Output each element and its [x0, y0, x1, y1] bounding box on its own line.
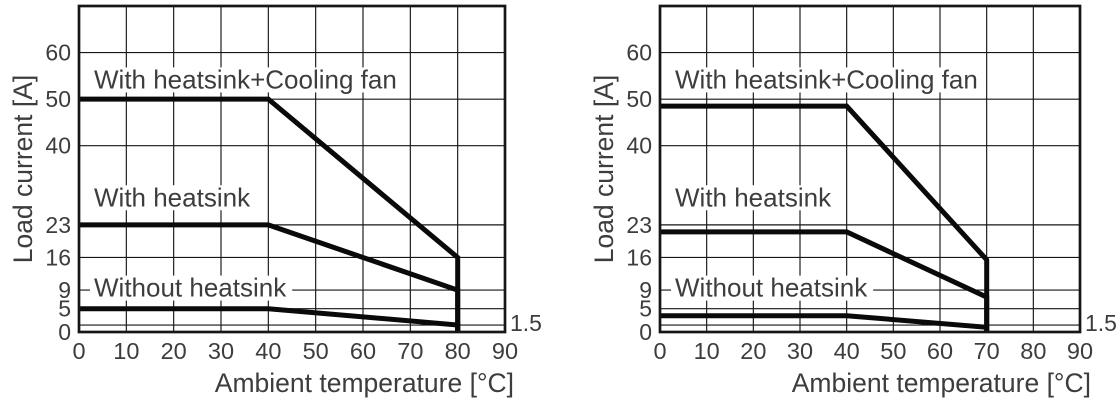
- x-tick-label: 60: [927, 338, 953, 364]
- x-tick-label: 80: [1020, 338, 1046, 364]
- plot-frame: [658, 4, 1082, 334]
- chart-canvas-right: With heatsink+Cooling fan With heatsink Wi…: [589, 4, 1117, 398]
- series-label-bg: [671, 275, 874, 301]
- chart-canvas-left: With heatsink+Cooling fan With heatsink Wi…: [8, 4, 542, 398]
- series-label: Without heatsink: [94, 273, 287, 303]
- derating-curve: [660, 229, 990, 332]
- right-axis-annotation: 1.5: [510, 310, 542, 336]
- x-tick-label: 0: [72, 338, 85, 364]
- x-tick-label: 40: [255, 338, 281, 364]
- y-tick-label: 16: [45, 244, 71, 270]
- series-label-bg: [671, 185, 838, 211]
- y-tick-label: 50: [626, 86, 652, 112]
- y-tick-label: 16: [626, 244, 652, 270]
- derating-chart-right: With heatsink+Cooling fan With heatsink Wi…: [559, 0, 1118, 405]
- y-tick-label: 5: [639, 296, 652, 322]
- series-label-bg: [90, 275, 293, 301]
- series-label: With heatsink: [675, 182, 832, 212]
- y-tick-label: 23: [626, 212, 652, 238]
- y-tick-label: 9: [58, 277, 71, 303]
- y-tick-label: 50: [45, 86, 71, 112]
- derating-curve: [79, 306, 461, 332]
- x-tick-label: 70: [397, 338, 423, 364]
- right-axis-annotation: 1.5: [1085, 310, 1117, 336]
- x-tick-label: 30: [787, 338, 813, 364]
- x-tick-label: 0: [653, 338, 666, 364]
- x-tick-label: 20: [161, 338, 187, 364]
- series-label: Without heatsink: [675, 273, 868, 303]
- series-label: With heatsink+Cooling fan: [675, 64, 978, 94]
- series-label-bg: [671, 67, 983, 93]
- x-axis-title: Ambient temperature [°C]: [792, 368, 1091, 398]
- x-tick-label: 70: [974, 338, 1000, 364]
- series-label-bg: [90, 67, 402, 93]
- x-tick-label: 10: [113, 338, 139, 364]
- x-tick-label: 50: [303, 338, 329, 364]
- y-tick-label: 40: [626, 133, 652, 159]
- derating-curve: [79, 222, 461, 332]
- x-tick-label: 50: [880, 338, 906, 364]
- x-tick-label: 40: [834, 338, 860, 364]
- y-tick-label: 9: [639, 277, 652, 303]
- x-tick-label: 20: [740, 338, 766, 364]
- x-axis-title: Ambient temperature [°C]: [215, 368, 514, 398]
- y-tick-label: 23: [45, 212, 71, 238]
- y-tick-label: 0: [639, 319, 652, 345]
- x-tick-label: 10: [694, 338, 720, 364]
- series-label: With heatsink: [94, 182, 251, 212]
- x-tick-label: 90: [1067, 338, 1093, 364]
- x-tick-label: 30: [208, 338, 234, 364]
- series-label-bg: [90, 185, 257, 211]
- x-tick-label: 90: [492, 338, 518, 364]
- y-tick-label: 60: [45, 40, 71, 66]
- y-axis-title: Load current [A]: [8, 75, 38, 264]
- y-tick-label: 5: [58, 296, 71, 322]
- y-tick-label: 40: [45, 133, 71, 159]
- x-tick-label: 80: [445, 338, 471, 364]
- x-tick-label: 60: [350, 338, 376, 364]
- derating-chart-left: With heatsink+Cooling fan With heatsink Wi…: [8, 4, 542, 398]
- y-tick-label: 60: [626, 40, 652, 66]
- derating-curve: [660, 313, 990, 332]
- series-label: With heatsink+Cooling fan: [94, 64, 397, 94]
- y-axis-title: Load current [A]: [589, 75, 619, 264]
- plot-frame: [77, 4, 507, 334]
- y-tick-label: 0: [58, 319, 71, 345]
